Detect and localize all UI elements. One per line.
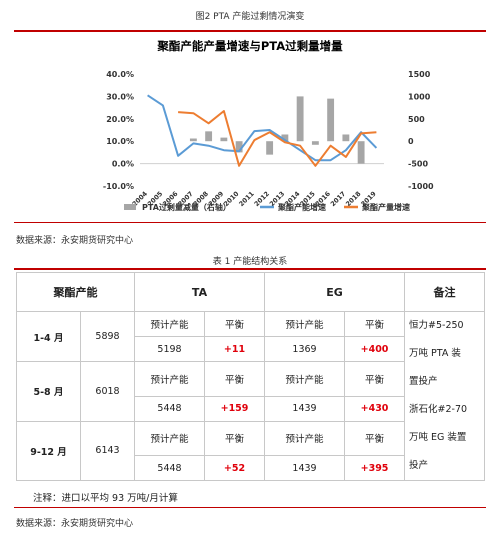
- table-row: 5448 +159 1439 +430: [17, 395, 485, 422]
- header-poly: 聚酯产能: [16, 272, 135, 312]
- eg-balance: +400: [344, 336, 406, 362]
- left-axis-tick: 40.0%: [106, 70, 134, 79]
- bar-pta-surplus: [342, 134, 350, 142]
- eg-balance: +395: [344, 455, 406, 481]
- bar-pta-surplus: [189, 138, 197, 142]
- note-cell: 恒力#5-250 万吨 PTA 装置投产浙石化#2-70 万吨 EG 装置 投产: [404, 311, 486, 481]
- ta-balance: +159: [203, 395, 266, 422]
- right-axis-tick: 0: [408, 137, 414, 146]
- left-axis-tick: -10.0%: [103, 182, 134, 191]
- capacity-structure-table: 聚酯产能 TA EG 备注 1-4 月 5898 预计产能 平衡 预计产能 平衡…: [16, 272, 486, 481]
- chart-title: 聚酯产能产量增速与PTA过剩量增量: [156, 39, 343, 53]
- left-axis-tick: 10.0%: [106, 137, 134, 146]
- row-period: 5-8 月: [16, 361, 81, 422]
- line-capacity-growth: [147, 94, 378, 162]
- x-axis-tick: 2012: [253, 190, 271, 208]
- top-divider: [14, 30, 486, 32]
- table-caption: 表 1 产能结构关系: [212, 257, 288, 267]
- ta-planned-label: 预计产能: [134, 361, 205, 397]
- header-eg: EG: [264, 272, 406, 312]
- table-row: 5198 +11 1369 +400: [17, 336, 485, 362]
- table-source: 数据来源：永安期货研究中心: [16, 519, 134, 529]
- header-ta: TA: [133, 272, 266, 312]
- ta-planned-label: 预计产能: [134, 420, 205, 456]
- bar-pta-surplus: [327, 98, 335, 142]
- bar-pta-surplus: [281, 134, 289, 142]
- bar-pta-surplus: [235, 141, 243, 153]
- legend-swatch-bar: [124, 204, 136, 210]
- left-axis-tick: 20.0%: [106, 115, 134, 124]
- table-bottom-divider: [14, 507, 486, 508]
- header-note: 备注: [404, 272, 486, 312]
- ta-capacity: 5198: [134, 336, 205, 362]
- eg-planned-label: 预计产能: [264, 311, 346, 337]
- row-poly-capacity: 6018: [80, 361, 135, 422]
- right-axis-tick: 500: [408, 115, 425, 124]
- table-row: 9-12 月 6143 预计产能 平衡 预计产能 平衡: [16, 420, 485, 481]
- right-axis-tick: -500: [408, 160, 428, 169]
- x-axis-tick: 2011: [237, 189, 256, 208]
- left-axis-tick: 0.0%: [112, 160, 134, 169]
- ta-balance: +52: [203, 455, 266, 481]
- legend-label: 聚酯产量增速: [361, 202, 410, 212]
- eg-balance-label: 平衡: [344, 311, 406, 337]
- bar-pta-surplus: [296, 96, 304, 142]
- legend-label: 聚酯产能增速: [277, 202, 326, 212]
- line-output-growth: [178, 110, 377, 167]
- note-line: 万吨 PTA 装: [409, 348, 461, 359]
- legend-label: PTA过剩量减量（右轴）: [142, 202, 231, 212]
- ta-balance-label: 平衡: [203, 420, 266, 456]
- chart-svg: 聚酯产能产量增速与PTA过剩量增量 40.0% 30.0% 20.0% 10.0% 0.…: [103, 39, 434, 212]
- ta-balance-label: 平衡: [203, 361, 266, 397]
- table-row: 5448 +52 1439 +395: [17, 455, 485, 481]
- bar-pta-surplus: [266, 141, 274, 155]
- eg-balance-label: 平衡: [344, 420, 406, 456]
- x-axis-tick: 2018: [344, 189, 363, 208]
- figure-caption: 图2 PTA 产能过剩情况演变: [195, 12, 305, 22]
- table-row: 5-8 月 6018 预计产能 平衡 预计产能 平衡: [16, 361, 485, 422]
- row-poly-capacity: 6143: [80, 420, 135, 481]
- x-axis-tick: 2017: [329, 190, 347, 208]
- right-axis-tick: 1000: [408, 92, 431, 101]
- note-line: 恒力#5-250: [409, 320, 464, 331]
- eg-balance: +430: [344, 395, 406, 422]
- left-axis-tick: 30.0%: [106, 92, 134, 101]
- chart-source: 数据来源：永安期货研究中心: [16, 236, 134, 246]
- eg-capacity: 1439: [264, 455, 346, 481]
- table-top-divider: [14, 268, 486, 270]
- right-axis-tick: 1500: [408, 70, 431, 79]
- eg-planned-label: 预计产能: [264, 420, 346, 456]
- right-axis-tick: -1000: [408, 182, 434, 191]
- note-line: 置投产: [409, 376, 438, 387]
- bar-pta-surplus: [205, 131, 213, 142]
- eg-capacity: 1439: [264, 395, 346, 422]
- eg-planned-label: 预计产能: [264, 361, 346, 397]
- ta-balance: +11: [203, 336, 266, 362]
- note-line: 浙石化#2-70: [409, 404, 468, 415]
- table-row: 1-4 月 5898 预计产能 平衡 预计产能 平衡 恒力#5-250 万吨 PT…: [16, 311, 486, 481]
- ta-balance-label: 平衡: [203, 311, 266, 337]
- note-line: 投产: [409, 460, 429, 471]
- row-period: 1-4 月: [16, 311, 81, 362]
- note-line: 万吨 EG 装置: [409, 432, 467, 443]
- ta-capacity: 5448: [134, 455, 205, 481]
- chart-bottom-divider: [14, 222, 486, 223]
- bar-pta-surplus: [311, 141, 319, 145]
- bar-pta-surplus: [357, 141, 365, 164]
- eg-balance-label: 平衡: [344, 361, 406, 397]
- ta-capacity: 5448: [134, 395, 205, 422]
- bar-pta-surplus: [220, 137, 228, 142]
- row-period: 9-12 月: [16, 420, 81, 481]
- eg-capacity: 1369: [264, 336, 346, 362]
- row-poly-capacity: 5898: [80, 311, 135, 362]
- chart-container: 聚酯产能产量增速与PTA过剩量增量 40.0% 30.0% 20.0% 10.0% 0.…: [14, 36, 486, 218]
- ta-planned-label: 预计产能: [134, 311, 205, 337]
- table-footnote: 注释：进口以平均 93 万吨/月计算: [33, 493, 178, 504]
